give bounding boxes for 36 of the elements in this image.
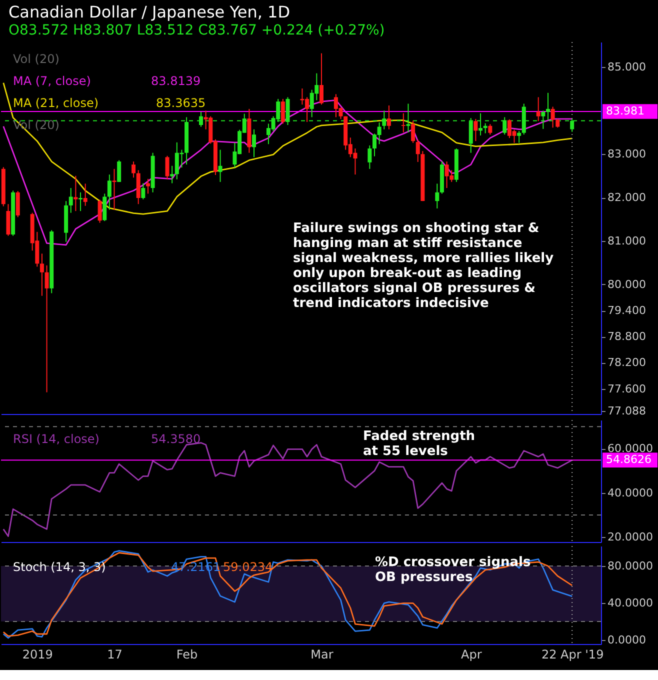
chart-title: Canadian Dollar / Japanese Yen, 1D <box>8 2 290 22</box>
y-tick-label: 85.000 <box>608 60 646 74</box>
y-tick-label: 79.400 <box>608 304 646 318</box>
y-tick-label: 0.0000 <box>608 634 646 647</box>
y-tick-label: 80.000 <box>608 278 646 291</box>
y-tick-label: 81.000 <box>608 234 646 248</box>
y-tick-label: 82.000 <box>608 191 646 204</box>
y-tick-label: 77.088 <box>608 404 646 418</box>
y-tick-label: 83.000 <box>608 148 646 161</box>
y-tick-label: 77.600 <box>608 382 646 396</box>
annotation: Vol (20) <box>13 52 60 66</box>
series-label: MA (21, close) <box>13 96 99 110</box>
annotation: 59.0234 <box>223 560 273 574</box>
x-tick-label: 17 <box>107 648 122 662</box>
y-tick-label: 80.0000 <box>608 559 653 572</box>
x-tick-label: Mar <box>310 648 334 662</box>
y-tick-label: 20.0000 <box>608 530 653 544</box>
annotation: 83.8139 <box>151 74 201 88</box>
y-tick-label: 78.200 <box>608 356 646 370</box>
x-tick-label: 22 Apr '19 <box>541 648 604 662</box>
annotation: Faded strength at 55 levels <box>363 429 476 459</box>
x-tick-label: Feb <box>176 648 198 662</box>
annotation: 83.3635 <box>156 96 206 110</box>
ref-line-label: 54.8626 <box>606 453 652 466</box>
y-tick-label: 60.0000 <box>608 442 653 456</box>
x-tick-label: Apr <box>460 648 482 662</box>
ref-line-label: 83.981 <box>606 104 644 118</box>
text: MA (7, close) <box>13 74 91 88</box>
y-tick-label: 78.800 <box>608 330 646 344</box>
annotation: Failure swings on shooting star & hanging man at stiff resistance signal weakness, more rallies likely only upon break-out as leading oscillators signal OB pressures & trend indicators indecisive <box>293 221 554 311</box>
text: RSI (14, close) <box>13 432 100 446</box>
x-tick-label: 2019 <box>22 648 53 662</box>
chart-subtitle: O83.572 H83.807 L83.512 C83.767 +0.224 (+0.27%) <box>8 22 385 38</box>
annotation: 54.3580 <box>151 432 201 446</box>
y-tick-label: 40.0000 <box>608 486 653 500</box>
y-tick-label: 40.0000 <box>608 596 653 610</box>
